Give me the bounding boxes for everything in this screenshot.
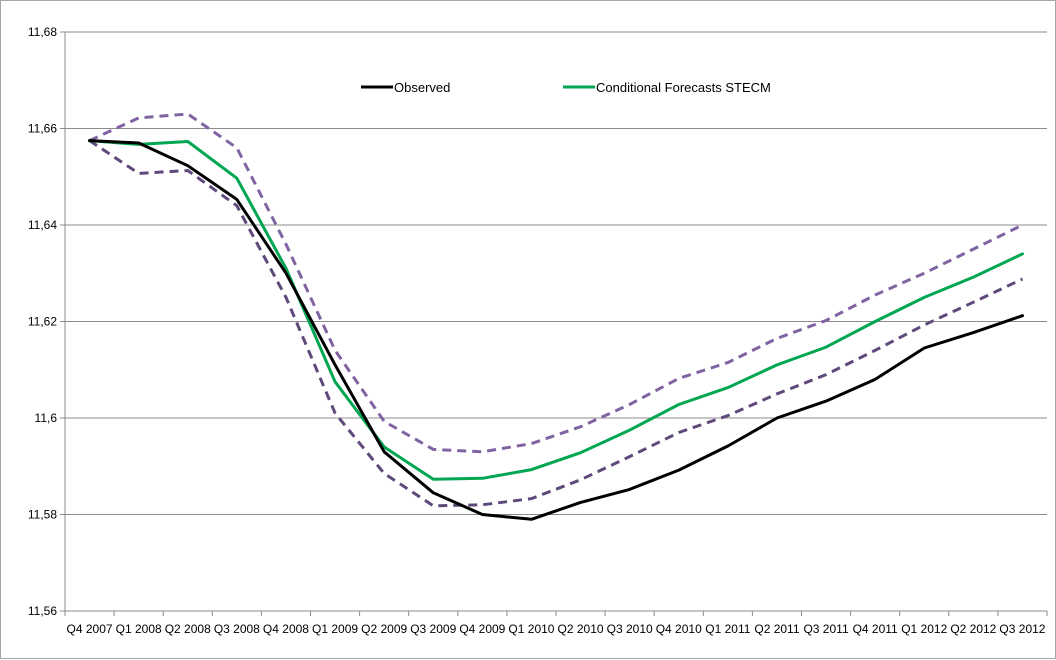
x-tick-label: Q2 2011 [754,622,799,636]
series-line-lower-band [88,139,1024,508]
y-tick-label: 11,62 [28,315,57,329]
y-tick-label: 11,6 [35,411,58,425]
series-line-upper-band [88,112,1024,454]
x-tick-label: Q1 2008 [116,622,162,636]
y-tick-label: 11,56 [28,604,57,618]
x-tick-label: Q2 2010 [558,622,604,636]
y-tick-label: 11,66 [28,122,57,136]
gridlines [65,31,1047,515]
legend-label: Observed [394,80,450,95]
y-tick-labels: 11,56 11,58 11,6 11,62 11,64 11,66 11,68 [28,25,57,618]
x-tick-label: Q4 2010 [656,622,702,636]
x-tick-label: Q4 2007 [67,622,113,636]
x-tick-label: Q3 2012 [999,622,1045,636]
x-tick-labels: Q4 2007 Q1 2008 Q2 2008 Q3 2008 Q4 2008 Q1 20… [67,622,1046,636]
x-tick-label: Q1 2012 [901,622,947,636]
y-tick-label: 11,64 [28,218,57,232]
x-tick-label: Q1 2011 [705,622,750,636]
x-tick-label: Q3 2009 [410,622,456,636]
x-tick-label: Q4 2008 [263,622,309,636]
x-tick-label: Q1 2010 [508,622,554,636]
x-tick-label: Q2 2012 [950,622,996,636]
x-tick-label: Q3 2011 [803,622,848,636]
x-tick-label: Q4 2011 [853,622,898,636]
legend-label: Conditional Forecasts STECM [596,80,771,95]
axes [60,31,1048,616]
x-tick-label: Q3 2008 [214,622,260,636]
x-tick-label: Q4 2009 [459,622,505,636]
x-tick-label: Q3 2010 [607,622,653,636]
y-tick-label: 11,68 [28,25,57,39]
x-tick-label: Q2 2009 [361,622,407,636]
legend: Observed Conditional Forecasts STECM [361,80,771,95]
x-tick-label: Q2 2008 [165,622,211,636]
series-line-observed [88,139,1024,521]
y-tick-label: 11,58 [28,508,57,522]
x-tick-label: Q1 2009 [312,622,358,636]
series-lines [88,112,1024,521]
series-line-conditional-forecasts-stecm [88,139,1024,481]
